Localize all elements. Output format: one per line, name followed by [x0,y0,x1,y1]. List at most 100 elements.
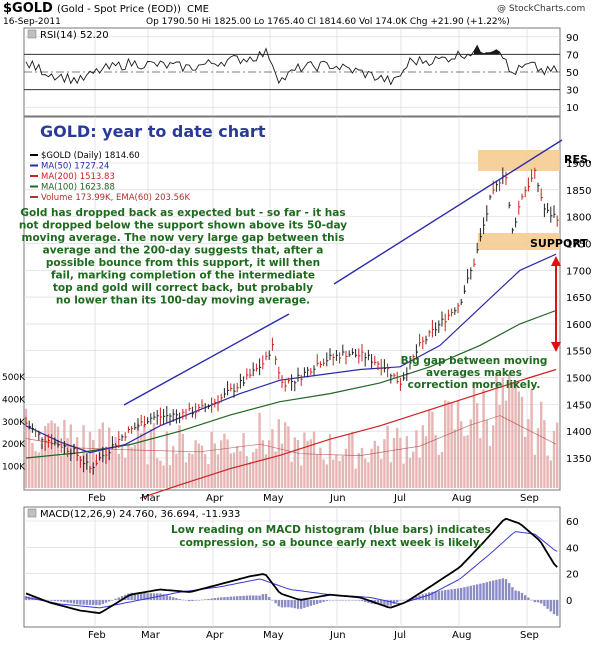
macd-hist-bar [165,595,168,600]
month-label: Mar [141,493,161,504]
macd-hist-bar [488,581,492,600]
volume-bar [348,433,351,488]
macd-hist-bar [274,600,277,604]
macd-hist-bar [92,600,95,606]
macd-hist-bar [495,579,498,600]
macd-hist-bar [376,600,380,605]
macd-hist-bar [229,596,232,600]
volume-bar [325,464,328,488]
volume-bar [527,419,530,488]
macd-hist-bar [284,600,287,608]
exchange: CME [187,4,209,15]
volume-bar [264,454,268,488]
volume-bar [120,445,124,488]
macd-hist-bar [146,593,149,600]
macd-hist-bar [50,600,53,601]
volume-bar [111,445,114,488]
month-label: Feb [88,493,106,504]
macd-hist-bar [108,600,111,602]
volume-bar [357,453,360,488]
month-label-macd: Aug [452,630,472,641]
volume-bar [316,454,319,488]
macd-hist-bar [527,597,530,600]
macd-hist-bar [479,583,482,600]
volume-bar [287,426,290,488]
volume-bar [172,445,175,488]
volume-bar [50,420,53,488]
volume-bar [76,437,79,488]
volume-bar [277,419,280,488]
month-label: May [263,493,284,504]
rsi-ticks: 90 70 50 30 10 [566,33,579,114]
macd-hist-bar [552,600,556,615]
volume-bar [517,391,520,488]
macd-hist-bar [47,600,50,601]
symbol: $GOLD [3,1,53,16]
commentary-line: Gold has dropped back as expected but - … [20,207,345,219]
macd-hist-bar [63,600,66,603]
price-tick-label: 1750 [566,239,591,250]
macd-hist-bar [268,597,271,600]
macd-hist-bar [508,583,511,600]
macd-hist-bar [136,592,140,600]
volume-bar [508,373,511,488]
macd-hist-bar [207,598,210,600]
macd-note-line: Low reading on MACD histogram (blue bars… [171,524,491,536]
month-label-macd: Feb [88,630,106,641]
month-label-macd: Jun [329,630,346,641]
volume-bar [344,448,348,488]
macd-axis-ticks: 60 40 20 0 [566,517,579,607]
macd-hist-bar [536,600,540,603]
volume-bar [204,454,207,488]
macd-hist-bar [319,600,322,603]
macd-hist-bar [296,600,300,609]
volume-bar [130,447,133,488]
commentary-line: not dropped below the support shown abov… [19,220,347,232]
month-label-macd: Sep [520,630,539,641]
macd-histogram [24,578,559,616]
macd-hist-bar [264,593,268,600]
macd-hist-bar [380,600,383,605]
volume-bars [24,373,559,488]
macd-note: Low reading on MACD histogram (blue bars… [171,524,491,549]
rsi-tick-label: 10 [566,103,579,114]
volume-bar [165,431,168,488]
macd-hist-bar [428,592,431,600]
macd-hist-bar [412,597,415,600]
macd-hist-bar [514,590,517,600]
volume-axis-ticks: 500K 400K 300K 200K 100K [2,373,26,473]
macd-hist-bar [85,600,88,605]
volume-bar [341,455,344,488]
macd-hist-bar [149,593,152,600]
macd-hist-bar [79,600,82,605]
macd-hist-bar [351,600,354,601]
volume-bar [514,382,517,488]
macd-hist-bar [191,600,194,602]
macd-hist-bar [520,592,524,600]
ma200-line [139,368,557,499]
volume-bar [284,422,287,488]
macd-hist-bar [226,596,229,600]
volume-tick-label: 100K [2,463,26,473]
macd-hist-bar [472,585,476,600]
macd-hist-bar [178,599,181,600]
x-axis-main: Feb Mar Apr May Jun Jul Aug Sep [88,493,539,504]
commentary-line: fail, marking completion of the intermed… [51,270,315,282]
macd-hist-bar [245,595,248,600]
macd-tick-label: 20 [566,570,579,581]
macd-hist-bar [111,600,114,601]
volume-bar [498,404,501,488]
volume-bar [194,440,197,488]
macd-hist-bar [332,600,335,601]
volume-bar [223,433,226,488]
macd-hist-bar [466,586,469,600]
volume-bar [168,465,172,488]
ma50-line [25,253,557,454]
volume-bar [127,443,130,488]
volume-bar [40,444,44,488]
volume-bar [472,383,476,488]
volume-bar [453,429,456,488]
macd-hist-bar [24,596,28,600]
volume-bar [303,432,306,488]
